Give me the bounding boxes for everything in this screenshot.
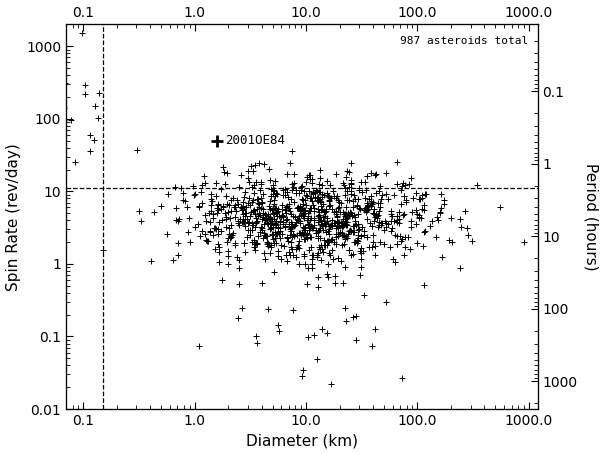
- Text: 987 asteroids total: 987 asteroids total: [400, 36, 528, 46]
- Y-axis label: Period (hours): Period (hours): [583, 163, 599, 271]
- Text: 2001OE84: 2001OE84: [225, 134, 286, 147]
- Y-axis label: Spin Rate (rev/day): Spin Rate (rev/day): [5, 143, 21, 291]
- X-axis label: Diameter (km): Diameter (km): [246, 434, 358, 449]
